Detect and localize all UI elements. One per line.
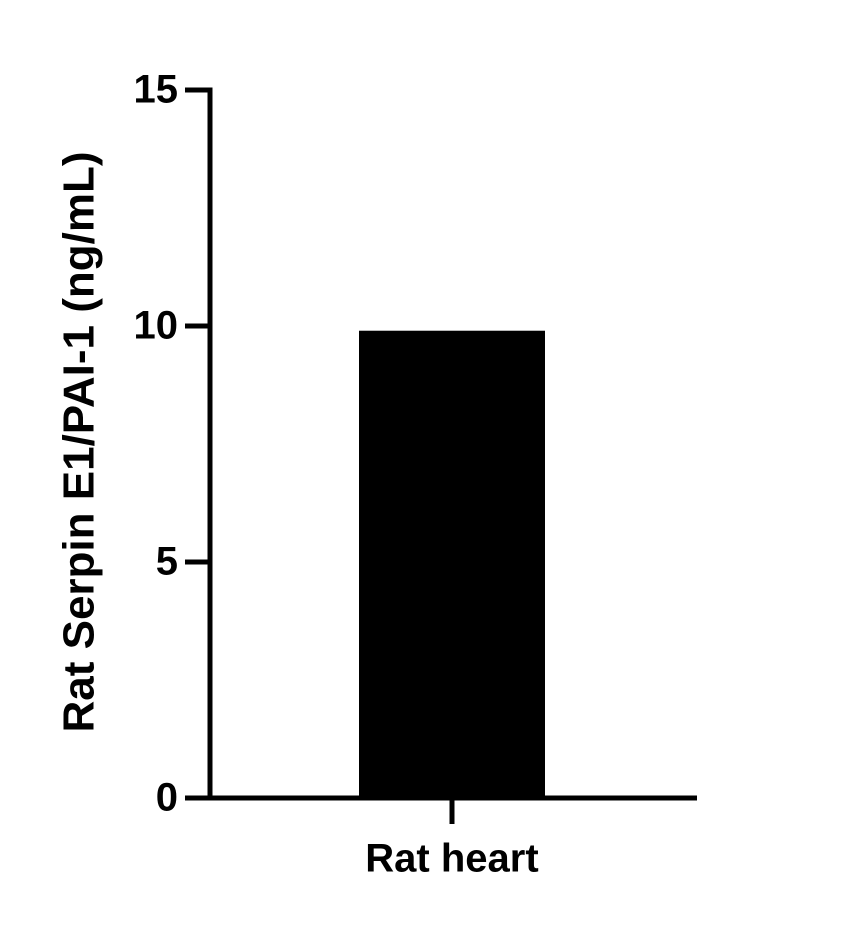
bar <box>359 330 545 798</box>
y-tick-label: 10 <box>134 304 179 348</box>
y-tick-label: 15 <box>134 68 179 112</box>
y-axis-label: Rat Serpin E1/PAI-1 (ng/mL) <box>55 151 104 732</box>
y-tick-label: 5 <box>156 540 178 584</box>
y-tick-label: 0 <box>156 776 178 820</box>
x-tick-label: Rat heart <box>365 837 538 881</box>
